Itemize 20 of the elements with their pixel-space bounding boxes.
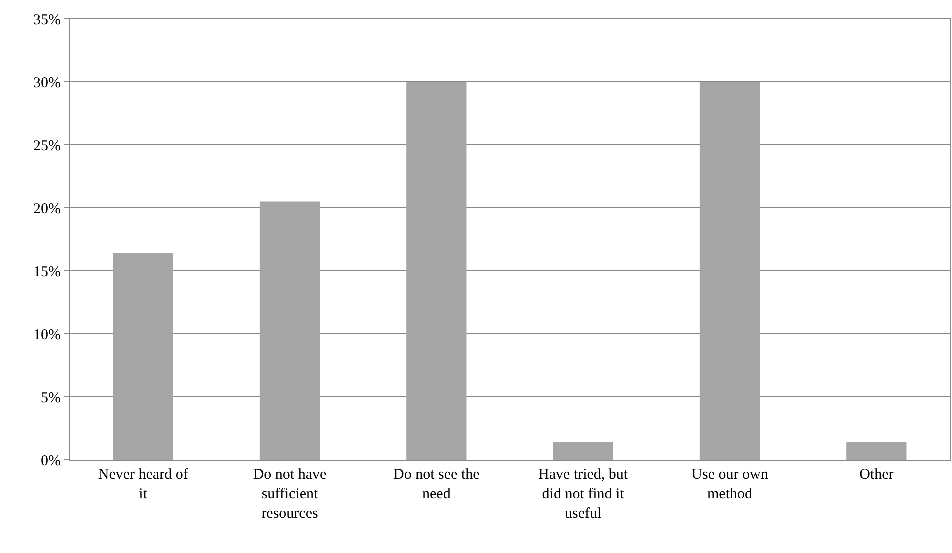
- x-tick-label: Do not have sufficient resources: [253, 467, 327, 522]
- y-tick-label: 5%: [41, 390, 61, 406]
- bar: [846, 442, 907, 460]
- x-tick-label: Other: [860, 467, 894, 483]
- y-tick-label: 25%: [34, 138, 61, 154]
- bar: [553, 442, 614, 460]
- bar: [700, 82, 760, 460]
- y-tick-label: 20%: [34, 201, 61, 218]
- x-tick-label: Never heard of it: [98, 467, 188, 502]
- y-tick-label: 10%: [34, 327, 61, 344]
- x-tick-label: Do not see the need: [394, 467, 480, 502]
- bar: [113, 253, 174, 460]
- y-tick-label: 35%: [34, 12, 61, 28]
- y-tick-label: 15%: [34, 264, 61, 280]
- bar: [406, 82, 467, 460]
- y-tick-label: 30%: [34, 75, 61, 92]
- bar: [260, 202, 320, 460]
- y-tick-label: 0%: [41, 453, 61, 470]
- x-tick-label: Have tried, but did not find it useful: [538, 467, 629, 522]
- x-tick-label: Use our own method: [692, 467, 769, 502]
